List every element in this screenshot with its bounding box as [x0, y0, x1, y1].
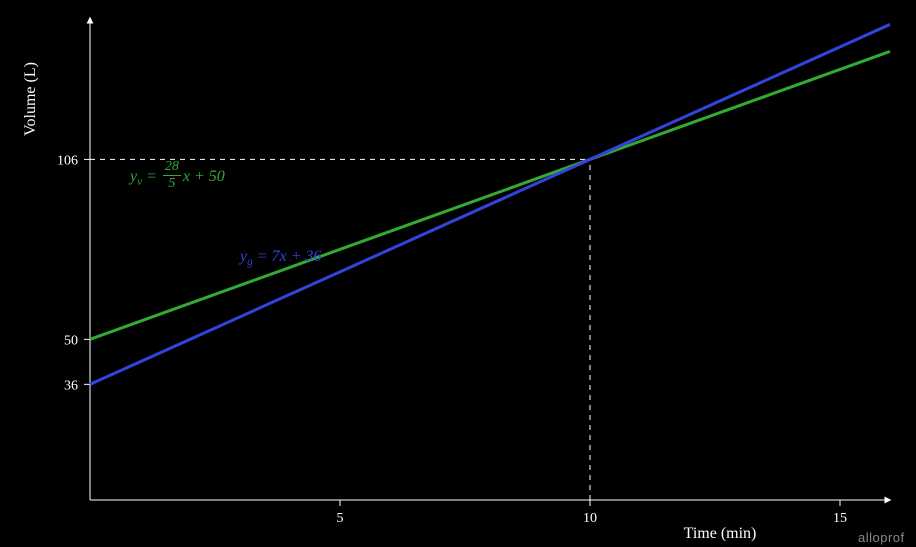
y-tick-50: 50: [64, 333, 78, 348]
y-tick-106: 106: [57, 153, 78, 168]
chart-root: 5 10 15 36 50 106 Time (min) Volume (L) yv = 285…: [0, 0, 916, 547]
y-tick-36: 36: [64, 378, 78, 393]
chart-svg: 5 10 15 36 50 106 Time (min) Volume (L): [0, 0, 916, 547]
equation-label-green: yv = 285x + 50: [130, 162, 225, 193]
x-tick-15: 15: [833, 511, 847, 526]
x-tick-10: 10: [583, 511, 597, 526]
x-tick-5: 5: [337, 511, 344, 526]
y-axis-label: Volume (L): [22, 62, 39, 136]
line-blue: [90, 24, 890, 384]
x-axis-label: Time (min): [684, 525, 757, 542]
line-green: [90, 51, 890, 339]
watermark: alloprof: [858, 530, 905, 545]
equation-label-blue: yg = 7x + 36: [240, 248, 321, 268]
